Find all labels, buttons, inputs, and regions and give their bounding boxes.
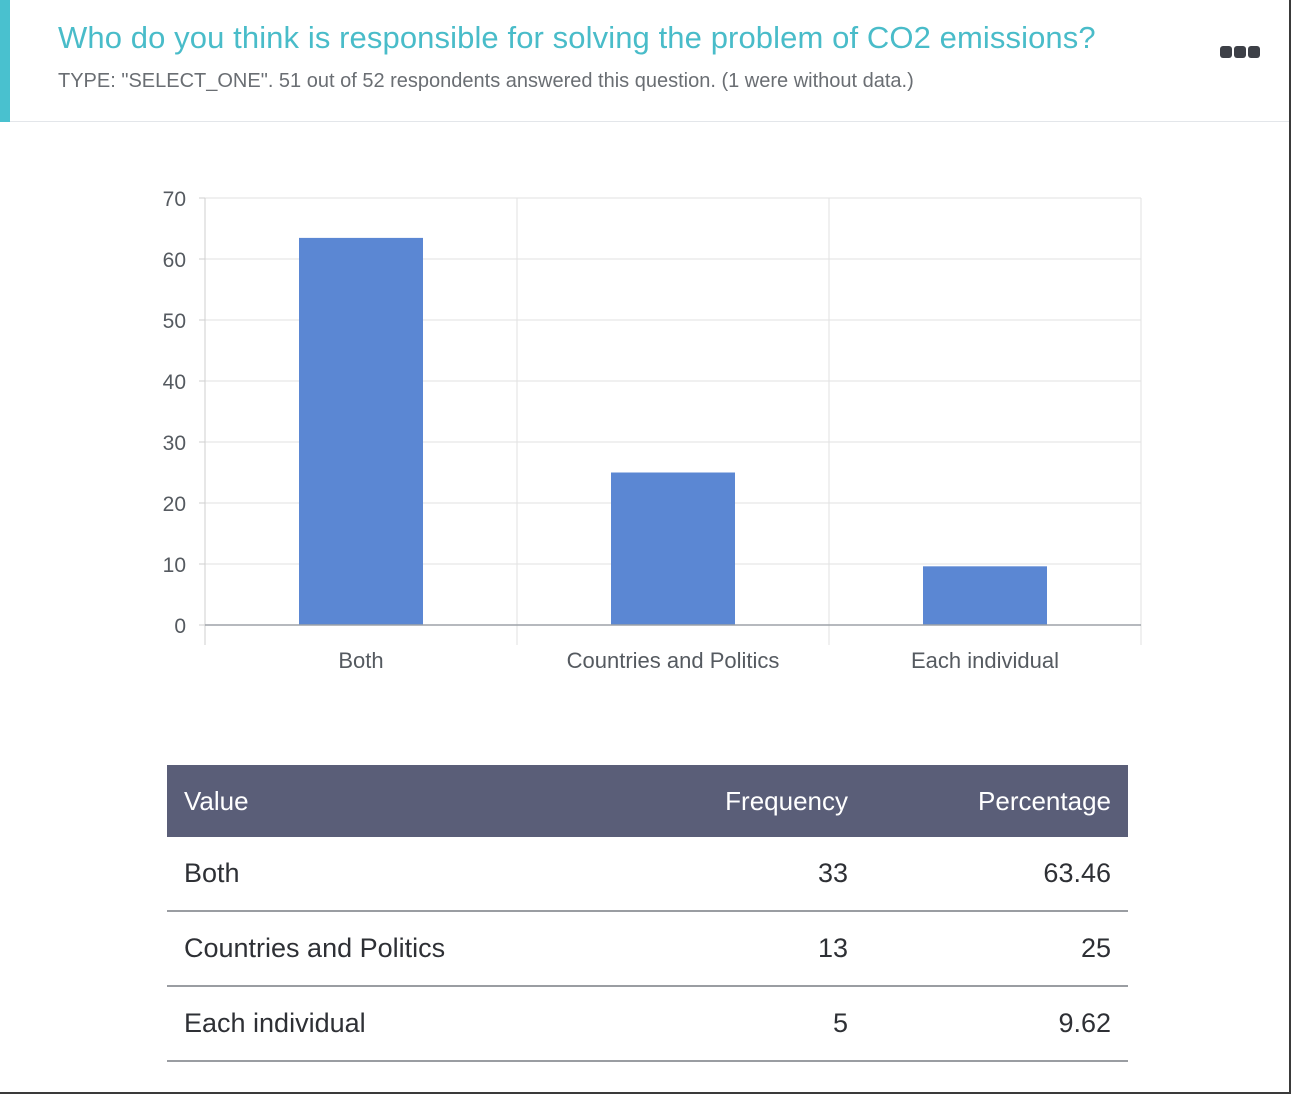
y-tick-label: 0 xyxy=(174,615,186,638)
y-tick-label: 10 xyxy=(163,554,186,577)
table-row: Both 33 63.46 xyxy=(167,837,1128,912)
column-header-frequency: Frequency xyxy=(725,785,848,816)
bar-chart: 0 10 20 30 40 50 60 70 Both Countries and Politic… xyxy=(163,188,1142,673)
question-subtitle: TYPE: "SELECT_ONE". 51 out of 52 respond… xyxy=(58,70,914,92)
accent-bar xyxy=(0,0,10,122)
table-row: Countries and Politics 13 25 xyxy=(167,912,1128,987)
frequency-table: Value Frequency Percentage Both 33 63.46… xyxy=(167,765,1128,1062)
row-percentage-cell: 63.46 xyxy=(1043,858,1111,888)
row-frequency-cell: 33 xyxy=(817,858,848,888)
row-value-cell: Each individual xyxy=(184,1008,366,1038)
row-value-cell: Countries and Politics xyxy=(184,933,446,963)
row-frequency-cell: 13 xyxy=(817,933,848,963)
row-percentage-cell: 25 xyxy=(1080,933,1111,963)
x-tick-label: Each individual xyxy=(911,648,1059,673)
column-header-value: Value xyxy=(184,785,249,816)
question-header: Who do you think is responsible for solv… xyxy=(0,0,1289,122)
x-tick-label: Countries and Politics xyxy=(567,648,780,673)
more-horizontal-icon xyxy=(1220,46,1260,58)
question-title: Who do you think is responsible for solv… xyxy=(58,20,1096,55)
row-percentage-cell: 9.62 xyxy=(1058,1008,1111,1038)
y-tick-label: 60 xyxy=(163,249,186,272)
bar xyxy=(611,472,735,625)
y-tick-label: 70 xyxy=(163,188,186,211)
bar xyxy=(299,237,423,626)
table-header-row: Value Frequency Percentage xyxy=(167,765,1128,837)
table-row: Each individual 5 9.62 xyxy=(167,987,1128,1062)
y-tick-label: 50 xyxy=(163,310,186,333)
y-tick-label: 20 xyxy=(163,493,186,516)
y-tick-label: 40 xyxy=(163,371,186,394)
column-header-percentage: Percentage xyxy=(978,785,1111,816)
bar xyxy=(923,566,1047,625)
row-value-cell: Both xyxy=(184,858,240,888)
more-options-button[interactable] xyxy=(1214,38,1266,66)
row-frequency-cell: 5 xyxy=(832,1008,848,1038)
y-tick-label: 30 xyxy=(163,432,186,455)
x-tick-label: Both xyxy=(338,648,383,673)
